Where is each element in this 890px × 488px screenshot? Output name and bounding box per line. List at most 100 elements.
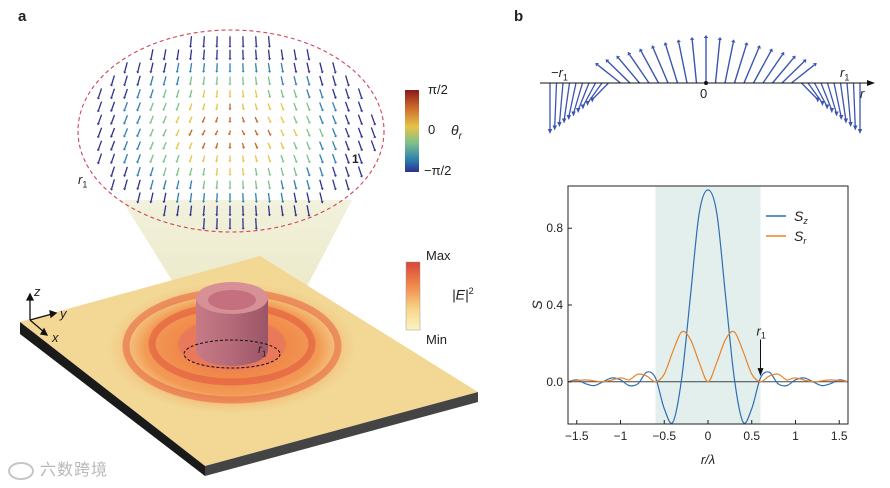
- field-arrow: [267, 116, 271, 122]
- field-arrow: [150, 89, 154, 97]
- field-arrowhead: [202, 227, 206, 230]
- field-arrowhead: [307, 147, 311, 150]
- field-arrow: [150, 115, 154, 123]
- field-arrowhead: [281, 133, 285, 137]
- field-arrow: [163, 205, 167, 215]
- colorbar-theta-bar: [405, 90, 419, 172]
- field-arrow: [319, 88, 323, 98]
- field-arrow: [267, 167, 271, 175]
- field-arrowhead: [320, 134, 324, 138]
- poynting-arrow: [577, 82, 590, 111]
- field-arrowhead: [188, 173, 192, 177]
- field-arrowhead: [241, 187, 245, 190]
- field-arrow: [163, 167, 167, 175]
- field-arrow: [137, 102, 141, 110]
- field-arrow: [280, 192, 284, 202]
- field-arrowhead: [162, 214, 166, 217]
- field-arrowhead: [267, 200, 272, 203]
- poynting-arrow: [791, 64, 815, 84]
- field-arrowhead: [110, 161, 114, 165]
- field-arrowhead: [268, 95, 272, 98]
- field-arrow: [345, 179, 349, 189]
- field-arrowhead: [201, 133, 205, 136]
- panel-a-label: a: [18, 8, 27, 25]
- field-arrow: [163, 89, 167, 97]
- poynting-arrowhead: [731, 39, 736, 43]
- poynting-arrowhead: [820, 101, 825, 106]
- field-arrow: [267, 62, 271, 72]
- field-arrow: [202, 193, 206, 201]
- field-arrowhead: [320, 96, 324, 99]
- field-arrow: [306, 192, 310, 202]
- field-arrowhead: [188, 95, 192, 98]
- poynting-arrow: [762, 54, 784, 84]
- poynting-arrow: [771, 57, 795, 84]
- field-arrow: [97, 140, 103, 150]
- poynting-arrow: [826, 82, 838, 114]
- poynting-arrow: [558, 82, 564, 125]
- field-arrow: [242, 103, 244, 109]
- field-arrowhead: [294, 58, 298, 61]
- field-arrow: [280, 116, 284, 122]
- field-arrow: [331, 101, 337, 111]
- r1-dashed-circle: [183, 339, 281, 369]
- field-arrow: [280, 142, 284, 148]
- poynting-arrowhead: [839, 115, 844, 120]
- field-arrow: [267, 155, 271, 161]
- field-arrow: [110, 101, 116, 111]
- field-arrow: [370, 127, 376, 137]
- field-arrowhead: [96, 122, 100, 126]
- field-arrowhead: [241, 58, 245, 61]
- field-arrowhead: [294, 187, 298, 190]
- field-arrow: [370, 140, 376, 150]
- field-arrowhead: [175, 200, 179, 204]
- field-arrowhead: [201, 187, 206, 190]
- field-arrow: [306, 141, 310, 149]
- field-arrowhead: [149, 201, 153, 204]
- field-arrow: [163, 76, 167, 84]
- field-arrowhead: [254, 200, 258, 203]
- theta-axis-label: θr: [451, 122, 462, 142]
- field-arrow: [189, 205, 193, 215]
- x-axis-label: r/λ: [701, 452, 715, 467]
- poynting-arrowhead: [590, 97, 595, 103]
- field-arrowhead: [294, 173, 298, 177]
- field-arrow: [280, 89, 284, 97]
- field-arrow: [216, 90, 218, 96]
- field-arrow: [215, 130, 219, 134]
- field-arrow: [137, 179, 141, 189]
- x-tick-label: −0.5: [652, 429, 676, 443]
- poynting-arrowhead: [676, 39, 681, 43]
- poynting-arrow: [568, 82, 577, 118]
- field-arrowhead: [228, 70, 232, 73]
- field-arrow: [242, 90, 244, 96]
- poynting-arrow: [833, 82, 842, 118]
- field-arrowhead: [162, 147, 166, 150]
- field-arrow: [293, 89, 297, 97]
- field-arrow: [255, 49, 257, 59]
- field-arrowhead: [241, 227, 245, 230]
- poynting-arrowhead: [585, 101, 590, 106]
- field-arrowhead: [109, 122, 113, 125]
- field-arrow: [331, 153, 337, 163]
- field-arrowhead: [228, 227, 232, 230]
- field-arrow: [242, 155, 244, 161]
- field-arrow: [306, 167, 310, 175]
- field-arrow: [254, 116, 258, 122]
- field-arrowhead: [346, 84, 350, 87]
- field-arrow: [150, 49, 154, 59]
- r1-annotation-arrowhead: [757, 368, 764, 377]
- vector-field: [77, 29, 385, 233]
- field-arrowhead: [175, 83, 179, 86]
- field-arrowhead: [241, 83, 245, 86]
- field-arrow: [332, 75, 336, 85]
- field-arrow: [150, 128, 154, 136]
- field-arrow: [163, 141, 167, 149]
- panel-a-figure: [20, 29, 478, 476]
- field-arrow: [267, 205, 271, 215]
- field-arrow: [306, 62, 310, 72]
- field-arrow: [202, 167, 206, 175]
- field-arrowhead: [228, 95, 232, 98]
- field-arrowhead: [175, 187, 179, 190]
- field-arrow: [123, 115, 129, 123]
